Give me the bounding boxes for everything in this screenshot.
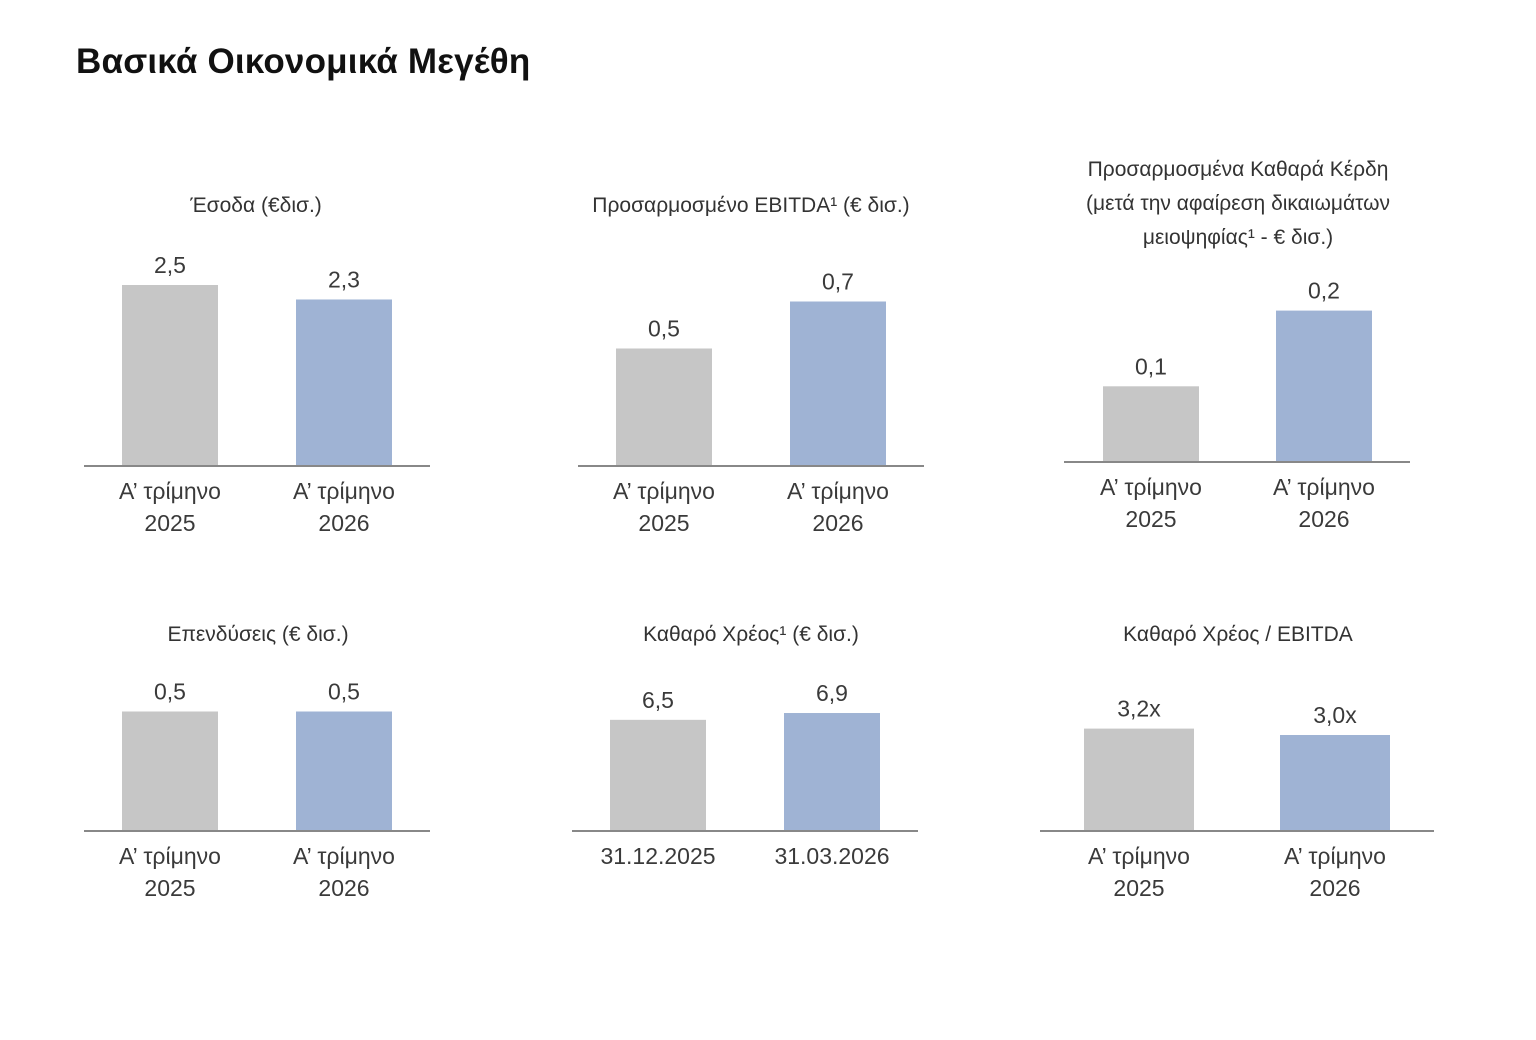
category-label: Α’ τρίμηνο [293,843,395,869]
bar [1103,386,1199,462]
chart-title: Καθαρό Χρέος / EBITDA [1123,623,1353,646]
data-label: 0,7 [822,269,854,295]
bar [790,301,886,466]
data-label: 3,2x [1117,696,1161,722]
category-label: 2025 [1125,506,1176,532]
data-label: 2,5 [154,252,186,278]
category-label: 2026 [1309,875,1360,901]
category-label: Α’ τρίμηνο [1088,843,1190,869]
bar [1280,735,1390,831]
category-label: 2026 [318,875,369,901]
page-title: Βασικά Οικονομικά Μεγέθη [76,42,531,81]
bar [1276,310,1372,462]
bar [1084,728,1194,831]
category-label: Α’ τρίμηνο [1273,474,1375,500]
bar [784,713,880,831]
chart-title: (μετά την αφαίρεση δικαιωμάτων [1086,192,1390,215]
category-label: 31.03.2026 [774,843,889,869]
chart-title: μειοψηφίας¹ - € δισ.) [1143,226,1333,249]
category-label: 2025 [638,510,689,536]
chart-panel-1: Έσοδα (€δισ.) 2,5 Α’ τρίμηνο 2025 2,3 Α’ τρίμ… [84,194,430,536]
chart-title: Επενδύσεις (€ δισ.) [167,623,348,646]
category-label: Α’ τρίμηνο [1284,843,1386,869]
category-label: Α’ τρίμηνο [119,843,221,869]
bar [122,711,218,831]
bar [296,711,392,831]
category-label: Α’ τρίμηνο [119,478,221,504]
data-label: 2,3 [328,266,360,292]
category-label: Α’ τρίμηνο [613,478,715,504]
chart-panel-3: Προσαρμοσμένα Καθαρά Κέρδη (μετά την αφαί… [1064,158,1410,532]
chart-title: Προσαρμοσμένο EBITDA¹ (€ δισ.) [592,194,909,217]
bar [610,719,706,831]
data-label: 6,9 [816,680,848,706]
chart-title: Προσαρμοσμένα Καθαρά Κέρδη [1088,158,1389,181]
category-label: Α’ τρίμηνο [787,478,889,504]
data-label: 0,5 [328,679,360,705]
category-label: 2026 [812,510,863,536]
bar [122,285,218,466]
bar [296,299,392,466]
category-label: 2026 [1298,506,1349,532]
category-label: 31.12.2025 [600,843,715,869]
category-label: 2025 [144,510,195,536]
chart-panel-5: Καθαρό Χρέος¹ (€ δισ.) 6,5 31.12.2025 6,9 31… [572,623,918,869]
data-label: 0,2 [1308,278,1340,304]
chart-title: Καθαρό Χρέος¹ (€ δισ.) [643,623,859,646]
data-label: 0,1 [1135,353,1167,379]
data-label: 0,5 [154,679,186,705]
category-label: 2026 [318,510,369,536]
category-label: Α’ τρίμηνο [293,478,395,504]
bar [616,348,712,466]
data-label: 0,5 [648,316,680,342]
chart-panel-4: Επενδύσεις (€ δισ.) 0,5 Α’ τρίμηνο 2025 0,5 Α… [84,623,430,901]
category-label: 2025 [144,875,195,901]
chart-panel-2: Προσαρμοσμένο EBITDA¹ (€ δισ.) 0,5 Α’ τρίμ… [578,194,924,536]
category-label: 2025 [1113,875,1164,901]
chart-panel-6: Καθαρό Χρέος / EBITDA 3,2x Α’ τρίμηνο 2025 3… [1040,623,1434,901]
data-label: 6,5 [642,687,674,713]
data-label: 3,0x [1313,702,1357,728]
category-label: Α’ τρίμηνο [1100,474,1202,500]
chart-title: Έσοδα (€δισ.) [189,194,322,217]
